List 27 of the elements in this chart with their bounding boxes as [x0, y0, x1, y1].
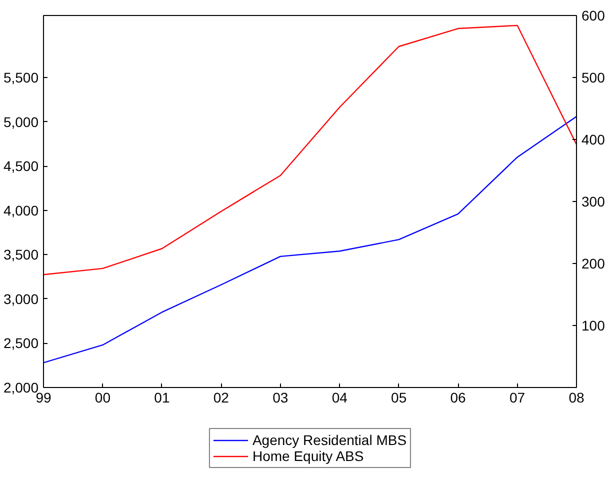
y2-tick-label: 100 — [582, 318, 606, 334]
y2-tick-label: 200 — [582, 256, 606, 272]
x-tick-label: 04 — [332, 390, 348, 406]
y2-tick-label: 300 — [582, 194, 606, 210]
y-tick-label: 4,000 — [3, 202, 39, 218]
x-tick-label: 08 — [568, 390, 584, 406]
x-tick-label: 07 — [509, 390, 526, 406]
y-tick-label: 2,500 — [3, 335, 39, 352]
x-tick-label: 03 — [272, 390, 288, 406]
x-tick-label: 00 — [94, 390, 111, 406]
x-tick-label: 06 — [450, 390, 466, 406]
line-series — [44, 24, 576, 276]
x-tick-label: 02 — [213, 390, 230, 406]
x-tick-label: 05 — [391, 390, 407, 406]
legend-label: Home Equity ABS — [252, 448, 364, 464]
y-tick-label: 2,000 — [3, 380, 39, 396]
y-tick-label: 5,000 — [3, 114, 39, 130]
legend-label: Agency Residential MBS — [252, 432, 407, 448]
y-tick-label: 3,000 — [3, 290, 39, 307]
y-tick-label: 5,500 — [3, 70, 39, 86]
y2-tick-label: 400 — [582, 132, 606, 148]
y-tick-label: 3,500 — [3, 246, 39, 263]
y2-tick-label: 500 — [582, 70, 606, 86]
x-tick-label: 01 — [154, 390, 170, 406]
y2-tick-label: 600 — [582, 8, 606, 24]
line-series — [44, 116, 576, 364]
y-tick-label: 4,500 — [3, 158, 39, 174]
